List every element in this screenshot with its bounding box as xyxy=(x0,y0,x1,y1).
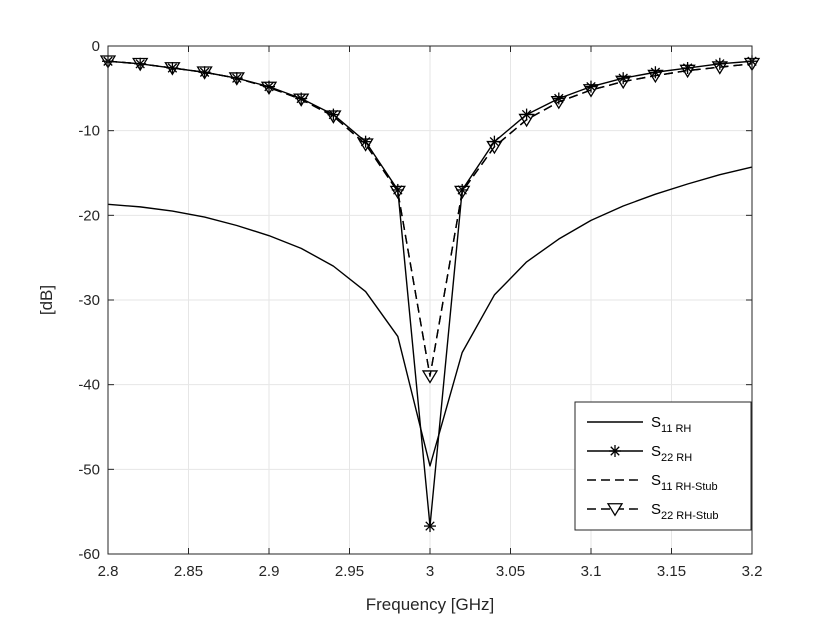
legend-entry-main: S xyxy=(651,472,661,489)
data-point xyxy=(263,80,275,93)
data-point xyxy=(198,66,211,79)
y-tick-label: -30 xyxy=(78,292,100,309)
marker-stroke xyxy=(360,136,371,147)
legend-entry-label: S22 RH xyxy=(651,443,692,464)
marker-stroke xyxy=(425,521,435,531)
y-tick-label: -20 xyxy=(78,207,100,224)
x-tick-label: 3.05 xyxy=(496,563,525,580)
data-point xyxy=(359,135,372,148)
data-point xyxy=(456,183,469,196)
marker-stroke xyxy=(167,63,178,73)
marker-stroke xyxy=(521,109,532,120)
x-tick-label: 2.95 xyxy=(335,563,364,580)
legend-entry-sub: 22 RH xyxy=(661,452,692,464)
data-point xyxy=(649,66,662,79)
legend-entry-main: S xyxy=(651,501,661,518)
data-point xyxy=(520,108,533,121)
ticks xyxy=(107,45,753,555)
marker-stroke xyxy=(199,67,210,77)
series-11-rh xyxy=(107,166,753,467)
tick-labels: 2.8 2.85 2.9 2.95 3 3.05 3.1 3.15 3.2 0 -10 -20 -30 -… xyxy=(78,38,762,580)
y-tick-label: -60 xyxy=(78,546,100,563)
series-line xyxy=(107,60,753,377)
marker-stroke xyxy=(232,73,242,83)
data-point xyxy=(230,72,243,85)
legend-entry-sub: 11 RH-Stub xyxy=(661,481,718,493)
legend-entry-label: S11 RH-Stub xyxy=(651,472,718,493)
data-point xyxy=(488,135,501,148)
x-tick-label: 2.85 xyxy=(174,563,203,580)
x-axis-label: Frequency [GHz] xyxy=(366,595,495,614)
y-tick-label: -10 xyxy=(78,123,100,140)
data-point xyxy=(681,62,694,75)
x-tick-label: 3.2 xyxy=(742,563,763,580)
legend-entry-label: S11 RH xyxy=(651,414,691,435)
series-22-rh xyxy=(102,55,758,533)
data-point xyxy=(552,92,565,105)
legend-entry-label: S22 RH-Stub xyxy=(651,501,719,522)
data-point xyxy=(617,72,630,85)
x-tick-label: 3.15 xyxy=(657,563,686,580)
marker-stroke xyxy=(682,63,693,73)
marker-stroke xyxy=(554,93,564,104)
marker-stroke xyxy=(650,67,661,77)
y-axis-label: [dB] xyxy=(37,285,56,315)
x-tick-label: 3 xyxy=(426,563,434,580)
marker-stroke xyxy=(586,81,596,92)
marker-stroke xyxy=(328,109,339,120)
data-point xyxy=(585,80,597,93)
data-point xyxy=(327,108,340,121)
marker-stroke xyxy=(610,446,620,456)
marker-stroke xyxy=(296,93,306,104)
marker-stroke xyxy=(457,185,467,195)
data-point xyxy=(295,92,308,105)
data-point xyxy=(424,520,436,533)
legend-entry-sub: 22 RH-Stub xyxy=(661,510,718,522)
legend-marker xyxy=(609,445,621,457)
data-point xyxy=(134,57,147,70)
series-line xyxy=(107,166,753,467)
marker-stroke xyxy=(715,59,725,69)
y-tick-label: 0 xyxy=(92,38,100,55)
data-point xyxy=(391,183,404,196)
x-tick-label: 2.9 xyxy=(259,563,280,580)
series-group xyxy=(99,55,761,533)
legend-entry-main: S xyxy=(651,414,661,431)
data-point xyxy=(166,62,179,75)
legend-marker xyxy=(606,503,624,517)
y-tick-label: -50 xyxy=(78,461,100,478)
series-11-rh-stub xyxy=(107,60,753,377)
data-point xyxy=(713,57,726,70)
marker-stroke xyxy=(618,73,628,83)
legend-entry-main: S xyxy=(651,443,661,460)
marker-stroke xyxy=(489,136,500,147)
legend-entry-sub: 11 RH xyxy=(661,423,691,435)
marker-stroke xyxy=(264,81,274,92)
x-tick-label: 2.8 xyxy=(98,563,119,580)
x-tick-label: 3.1 xyxy=(581,563,602,580)
marker-stroke xyxy=(393,185,403,195)
y-tick-label: -40 xyxy=(78,377,100,394)
marker-stroke xyxy=(135,59,145,69)
